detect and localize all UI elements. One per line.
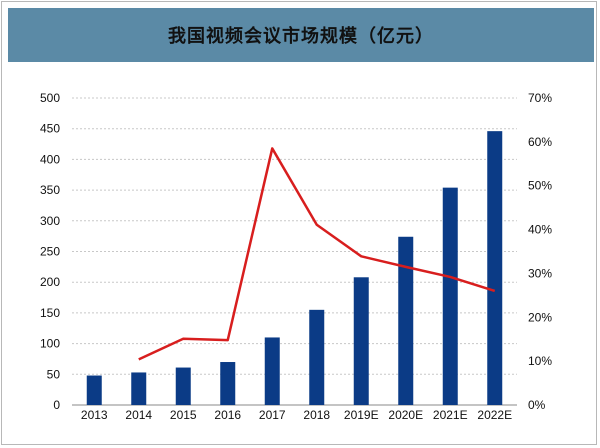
y-left-tick-label: 100 [40, 337, 60, 351]
y-left-tick-label: 400 [40, 152, 60, 166]
x-tick-label: 2020E [388, 408, 423, 422]
x-tick-label: 2017 [259, 408, 286, 422]
y-right-tick-label: 70% [528, 91, 552, 105]
y-left-tick-label: 300 [40, 214, 60, 228]
y-right-tick-label: 0% [528, 398, 546, 412]
x-tick-label: 2013 [81, 408, 108, 422]
x-tick-label: 2019E [344, 408, 379, 422]
x-tick-label: 2018 [303, 408, 330, 422]
y-left-tick-label: 150 [40, 306, 60, 320]
y-right-tick-label: 10% [528, 354, 552, 368]
y-left-tick-label: 0 [53, 398, 60, 412]
bar [220, 362, 236, 405]
x-tick-label: 2014 [125, 408, 152, 422]
y-left-tick-label: 500 [40, 91, 60, 105]
growth-rate-line [138, 147, 496, 361]
bar [309, 309, 325, 405]
bar [442, 187, 458, 405]
y-right-tick-label: 20% [528, 310, 552, 324]
title-bar: 我国视频会议市场规模（亿元） [8, 8, 594, 62]
x-tick-label: 2016 [214, 408, 241, 422]
y-left-tick-label: 350 [40, 183, 60, 197]
y-left-tick-label: 50 [47, 367, 61, 381]
y-right-tick-label: 50% [528, 179, 552, 193]
x-tick-label: 2022E [477, 408, 512, 422]
chart-title: 我国视频会议市场规模（亿元） [168, 26, 434, 47]
bar [175, 367, 191, 405]
y-right-tick-label: 40% [528, 223, 552, 237]
bar [86, 375, 102, 405]
bar [353, 277, 369, 405]
x-tick-label: 2015 [170, 408, 197, 422]
y-left-tick-label: 450 [40, 122, 60, 136]
y-left-tick-label: 250 [40, 245, 60, 259]
y-right-tick-label: 60% [528, 135, 552, 149]
bar [264, 337, 280, 405]
bar [131, 372, 147, 405]
y-left-tick-label: 200 [40, 275, 60, 289]
y-right-tick-label: 30% [528, 266, 552, 280]
x-tick-label: 2021E [433, 408, 468, 422]
bar [398, 236, 414, 405]
bar [487, 131, 503, 405]
